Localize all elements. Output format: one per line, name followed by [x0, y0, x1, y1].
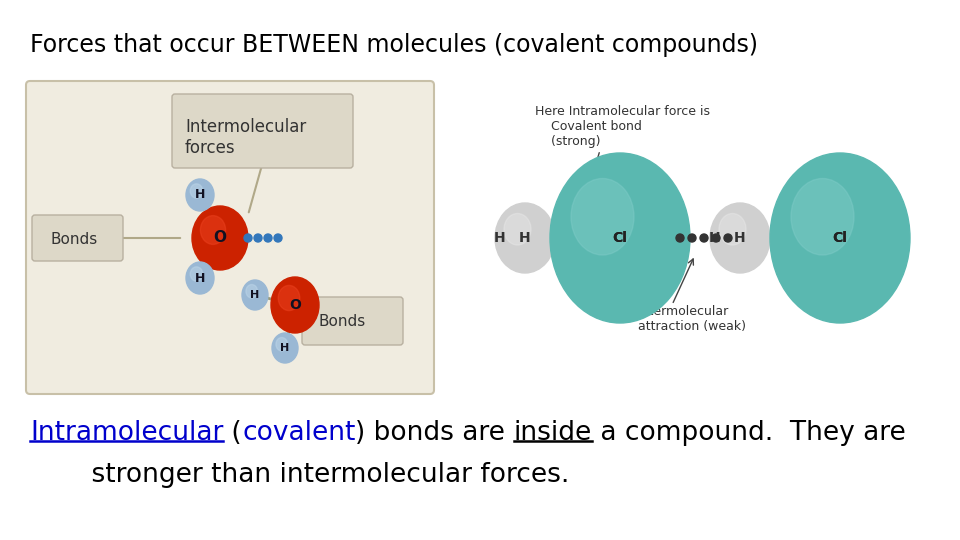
Ellipse shape [504, 213, 531, 245]
Ellipse shape [271, 277, 319, 333]
Ellipse shape [186, 262, 214, 294]
Ellipse shape [700, 234, 708, 242]
Ellipse shape [688, 234, 696, 242]
Ellipse shape [192, 206, 248, 270]
Ellipse shape [712, 234, 720, 242]
Ellipse shape [201, 215, 226, 245]
Ellipse shape [274, 234, 282, 242]
Text: O: O [289, 298, 300, 312]
Ellipse shape [770, 153, 910, 323]
Text: stronger than intermolecular forces.: stronger than intermolecular forces. [58, 462, 569, 488]
Ellipse shape [571, 179, 634, 255]
Text: Bonds: Bonds [318, 314, 365, 329]
Text: Intermolecular
forces: Intermolecular forces [185, 118, 306, 157]
Ellipse shape [264, 234, 272, 242]
Ellipse shape [254, 234, 262, 242]
Ellipse shape [791, 179, 854, 255]
Ellipse shape [724, 234, 732, 242]
Text: Cl: Cl [832, 231, 848, 245]
Text: H: H [519, 231, 531, 245]
Text: Cl: Cl [612, 231, 628, 245]
Text: a compound.  They are: a compound. They are [592, 420, 905, 446]
Ellipse shape [676, 234, 684, 242]
Text: H: H [195, 188, 205, 201]
Ellipse shape [710, 203, 770, 273]
Text: H: H [280, 343, 290, 353]
Ellipse shape [186, 179, 214, 211]
Text: Intramolecular: Intramolecular [30, 420, 224, 446]
Text: H: H [195, 272, 205, 285]
Ellipse shape [246, 285, 257, 298]
Text: (: ( [224, 420, 242, 446]
Ellipse shape [495, 203, 555, 273]
Text: Cl: Cl [612, 231, 628, 245]
FancyBboxPatch shape [26, 81, 434, 394]
FancyBboxPatch shape [172, 94, 353, 168]
Text: H: H [251, 290, 259, 300]
Text: ) bonds are: ) bonds are [355, 420, 514, 446]
Text: Intermolecular
attraction (weak): Intermolecular attraction (weak) [638, 305, 746, 333]
Text: O: O [213, 231, 227, 246]
Text: Here Intramolecular force is
    Covalent bond
    (strong): Here Intramolecular force is Covalent bo… [535, 105, 710, 148]
Text: Bonds: Bonds [50, 232, 97, 247]
Ellipse shape [276, 338, 288, 351]
Ellipse shape [244, 234, 252, 242]
Ellipse shape [242, 280, 268, 310]
Ellipse shape [278, 286, 300, 310]
Text: Cl: Cl [832, 231, 848, 245]
Ellipse shape [550, 153, 690, 323]
Ellipse shape [190, 267, 203, 281]
Ellipse shape [190, 184, 203, 198]
Text: H: H [734, 231, 746, 245]
Text: inside: inside [514, 420, 592, 446]
Text: Forces that occur BETWEEN molecules (covalent compounds): Forces that occur BETWEEN molecules (cov… [30, 33, 758, 57]
FancyBboxPatch shape [32, 215, 123, 261]
Text: H: H [709, 231, 721, 245]
Ellipse shape [272, 333, 298, 363]
Ellipse shape [719, 213, 746, 245]
Text: covalent: covalent [242, 420, 355, 446]
FancyBboxPatch shape [302, 297, 403, 345]
Text: H: H [494, 231, 506, 245]
